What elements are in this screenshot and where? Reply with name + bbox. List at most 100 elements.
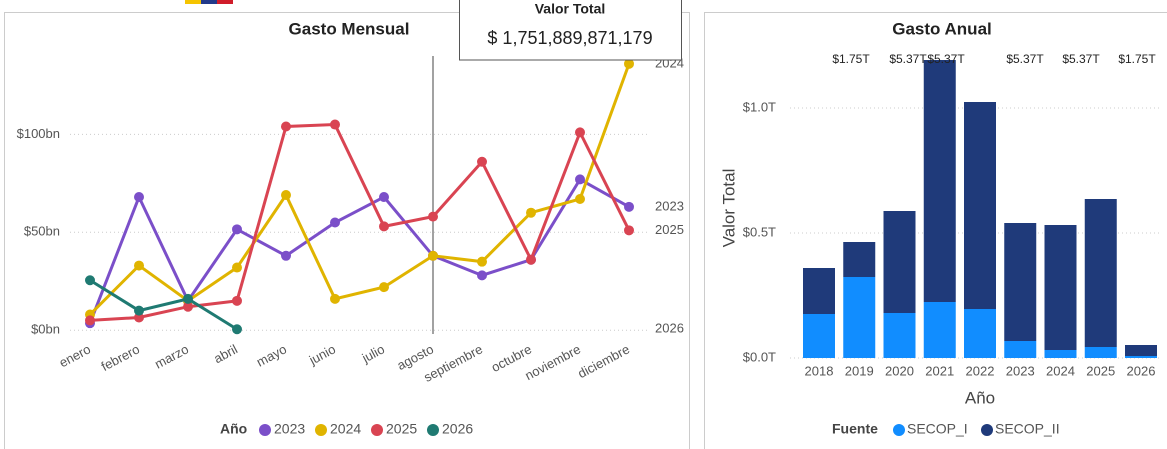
point xyxy=(183,293,193,304)
point xyxy=(526,254,536,265)
series-line xyxy=(88,63,631,316)
annotation: $5.37T xyxy=(889,52,927,66)
legend-label: SECOP_I xyxy=(907,421,968,437)
x-tick-label: 2023 xyxy=(1006,363,1035,378)
x-tick-label: julio xyxy=(359,341,387,366)
bar-segment xyxy=(923,60,956,302)
series-line xyxy=(89,278,238,331)
card-title: Valor Total xyxy=(535,1,606,17)
legend-marker xyxy=(981,424,993,436)
point xyxy=(379,192,389,203)
y-tick-label: $100bn xyxy=(17,126,60,141)
point xyxy=(575,193,585,204)
x-tick-label: junio xyxy=(306,341,338,368)
point xyxy=(281,250,291,261)
point xyxy=(477,256,487,267)
panel xyxy=(4,12,690,449)
legend-marker xyxy=(259,424,271,436)
card xyxy=(459,0,682,61)
point xyxy=(330,293,340,304)
series-end-label: 2023 xyxy=(655,198,684,213)
point xyxy=(85,315,95,326)
x-tick-label: 2020 xyxy=(885,363,914,378)
x-tick-label: 2025 xyxy=(1086,363,1115,378)
annotation: $5.37T xyxy=(1006,52,1044,66)
series-line xyxy=(88,177,630,324)
legend-label: 2023 xyxy=(274,421,305,437)
bar-segment xyxy=(883,211,916,313)
legend-label: 2025 xyxy=(386,421,417,437)
x-tick-label: 2024 xyxy=(1046,363,1075,378)
bar-segment xyxy=(1004,223,1037,341)
legend-title: Fuente xyxy=(832,421,878,437)
series-end-label: 2025 xyxy=(655,222,684,237)
point xyxy=(575,127,585,138)
flag xyxy=(217,0,233,4)
point xyxy=(624,201,634,212)
bar-segment xyxy=(803,268,835,314)
y-tick-label: $1.0T xyxy=(743,99,776,114)
x-tick-label: 2019 xyxy=(845,363,874,378)
legend-marker xyxy=(893,424,905,436)
bar-segment xyxy=(1125,356,1157,358)
card-value: $ 1,751,889,871,179 xyxy=(487,28,652,48)
bar-segment xyxy=(1084,199,1117,347)
point xyxy=(134,260,144,271)
legend-label: 2026 xyxy=(442,421,473,437)
point xyxy=(428,250,438,261)
x-tick-label: noviembre xyxy=(522,341,583,383)
bar-segment xyxy=(964,309,996,358)
point xyxy=(330,217,340,228)
bar-segment xyxy=(923,302,956,358)
bar-segment xyxy=(843,242,876,277)
x-tick-label: febrero xyxy=(99,341,142,374)
point xyxy=(134,192,144,203)
point xyxy=(624,225,634,236)
bar-segment xyxy=(843,277,876,358)
point xyxy=(232,324,242,335)
point xyxy=(624,58,634,69)
point xyxy=(379,221,389,232)
point xyxy=(183,301,193,312)
legend-marker xyxy=(371,424,383,436)
point xyxy=(575,174,585,185)
legend-label: 2024 xyxy=(330,421,361,437)
y-tick-label: $0.5T xyxy=(743,224,776,239)
point xyxy=(232,262,242,273)
legend-marker xyxy=(427,424,439,436)
x-tick-label: diciembre xyxy=(575,341,632,381)
legend-label: SECOP_II xyxy=(995,421,1060,437)
panel xyxy=(704,12,1167,449)
point xyxy=(477,156,487,167)
bar-segment xyxy=(1084,347,1117,358)
bar-segment xyxy=(883,313,916,358)
annotation: $5.37T xyxy=(1062,52,1100,66)
point xyxy=(134,305,144,316)
legend-marker xyxy=(315,424,327,436)
flag xyxy=(201,0,217,4)
annotation: $1.75T xyxy=(832,52,870,66)
point xyxy=(232,224,242,235)
point xyxy=(526,207,536,218)
chart-title: Gasto Anual xyxy=(892,19,992,38)
x-tick-label: 2026 xyxy=(1127,363,1156,378)
bar-segment xyxy=(1004,341,1037,358)
bar-segment xyxy=(1125,345,1157,356)
point xyxy=(232,295,242,306)
legend-title: Año xyxy=(220,421,247,437)
x-tick-label: mayo xyxy=(254,341,289,369)
x-tick-label: 2022 xyxy=(966,363,995,378)
flag xyxy=(185,0,201,4)
chart-title: Gasto Mensual xyxy=(289,19,410,38)
bar-segment xyxy=(803,314,835,358)
x-tick-label: marzo xyxy=(152,341,191,371)
x-tick-label: 2021 xyxy=(925,363,954,378)
bar-segment xyxy=(964,102,996,309)
point xyxy=(379,282,389,293)
annotation: $1.75T xyxy=(1118,52,1156,66)
x-tick-label: enero xyxy=(57,341,93,370)
point xyxy=(281,121,291,132)
point xyxy=(281,190,291,201)
x-tick-label: 2018 xyxy=(805,363,834,378)
series-end-label: 2026 xyxy=(655,321,684,336)
